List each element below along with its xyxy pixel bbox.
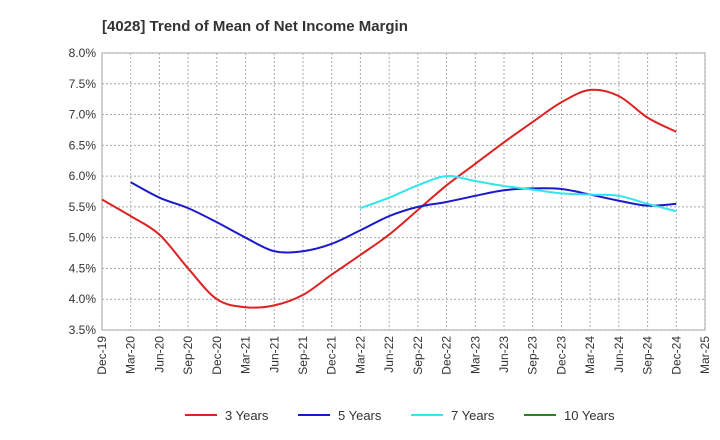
y-axis: 3.5% 4.0% 4.5% 5.0% 5.5% 6.0% 6.5% 7.0% 7.5% 8.0% (69, 46, 97, 337)
x-tick-label: Jun-21 (267, 336, 281, 373)
legend-label: 10 Years (564, 408, 615, 423)
x-tick-label: Jun-23 (497, 336, 511, 373)
x-tick-label: Mar-21 (239, 336, 253, 374)
chart-title: [4028] Trend of Mean of Net Income Margi… (102, 18, 408, 35)
x-tick-label: Mar-24 (583, 336, 597, 374)
y-tick-label: 7.0% (69, 108, 97, 122)
x-tick-label: Jun-20 (152, 336, 166, 373)
x-tick-label: Dec-21 (325, 336, 339, 375)
y-tick-label: 3.5% (69, 323, 97, 337)
y-tick-label: 6.0% (69, 169, 97, 183)
x-tick-label: Mar-22 (353, 336, 367, 374)
x-axis: Dec-19 Mar-20 Jun-20 Sep-20 Dec-20 Mar-21 Jun-… (95, 336, 712, 375)
y-tick-label: 8.0% (69, 46, 97, 60)
y-tick-label: 5.0% (69, 231, 97, 245)
x-tick-label: Mar-20 (124, 336, 138, 374)
legend-label: 7 Years (451, 408, 495, 423)
grid (101, 52, 706, 331)
x-tick-label: Sep-22 (411, 336, 425, 375)
series-lines (101, 88, 677, 309)
x-tick-label: Mar-25 (698, 336, 712, 374)
y-tick-label: 7.5% (69, 77, 97, 91)
x-tick-label: Dec-19 (95, 336, 109, 375)
x-tick-label: Sep-23 (526, 336, 540, 375)
series-line-2 (360, 175, 677, 213)
y-tick-label: 6.5% (69, 138, 97, 152)
x-tick-label: Dec-22 (440, 336, 454, 375)
x-tick-label: Jun-22 (382, 336, 396, 373)
legend: 3 Years 5 Years 7 Years 10 Years (185, 408, 615, 423)
x-tick-label: Sep-24 (641, 336, 655, 375)
legend-label: 5 Years (338, 408, 382, 423)
y-tick-label: 4.0% (69, 292, 97, 306)
x-tick-label: Dec-24 (669, 336, 683, 375)
x-tick-label: Jun-24 (612, 336, 626, 373)
x-tick-label: Sep-20 (181, 336, 195, 375)
y-tick-label: 5.5% (69, 200, 97, 214)
legend-label: 3 Years (225, 408, 269, 423)
x-tick-label: Dec-23 (554, 336, 568, 375)
series-line-0 (101, 88, 677, 309)
x-tick-label: Mar-23 (468, 336, 482, 374)
y-tick-label: 4.5% (69, 261, 97, 275)
x-tick-label: Sep-21 (296, 336, 310, 375)
x-tick-label: Dec-20 (210, 336, 224, 375)
